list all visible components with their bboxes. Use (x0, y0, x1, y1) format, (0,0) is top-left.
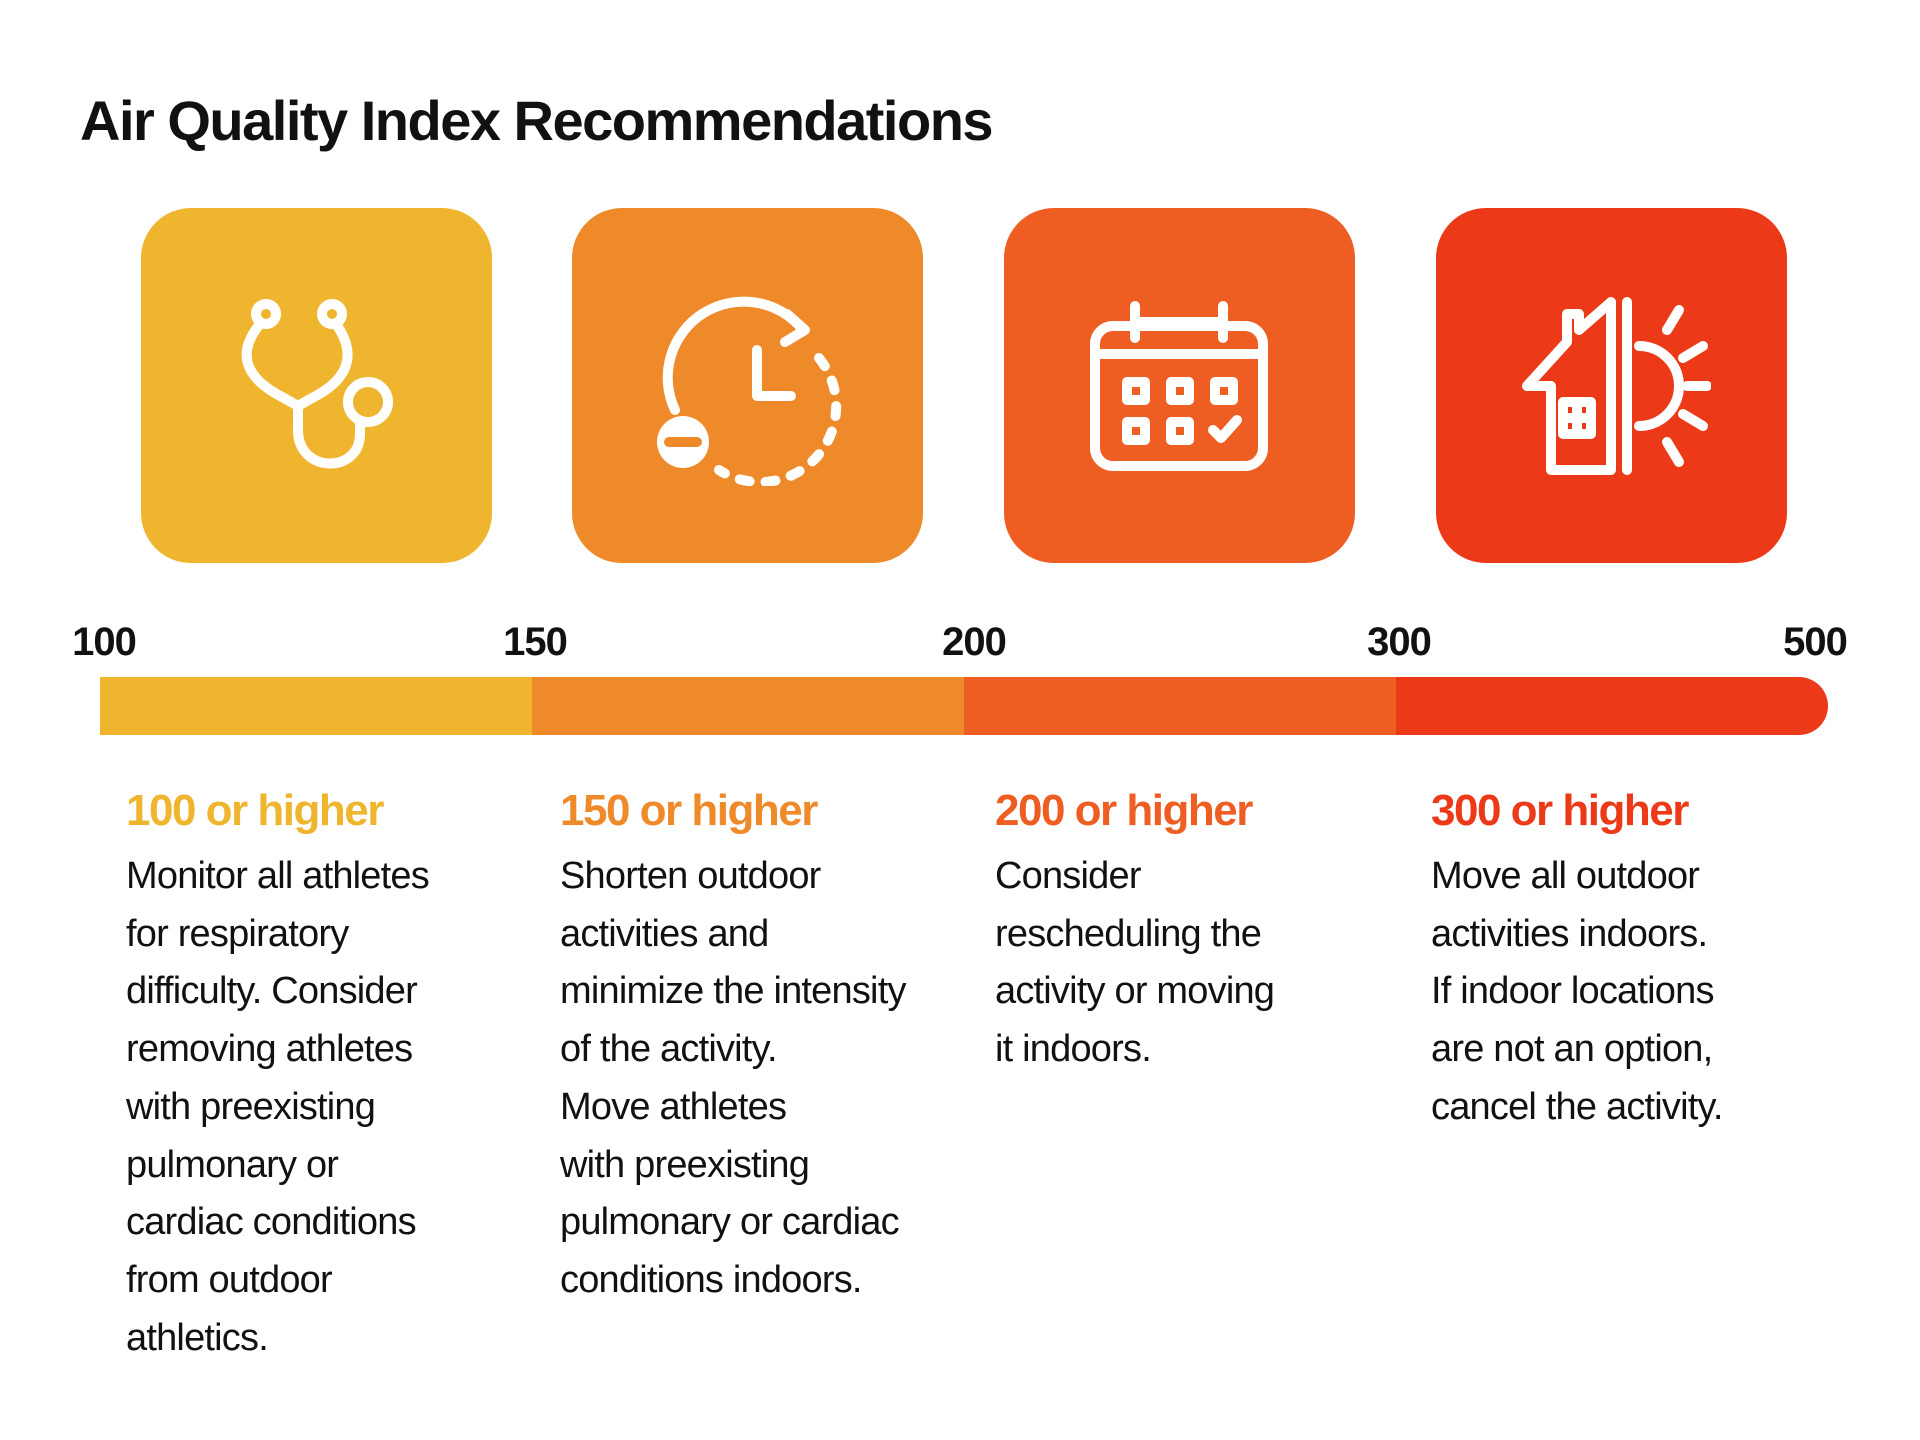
body-line: cardiac conditions (126, 1201, 417, 1244)
scale-label: 100 (72, 620, 137, 664)
scale-segment (1396, 677, 1828, 735)
body-line: it indoors. (995, 1028, 1152, 1071)
icon-card (1436, 208, 1787, 563)
scale-label: 500 (1783, 620, 1848, 664)
title: Air Quality Index Recommendations (80, 89, 994, 152)
body-line: for respiratory (126, 912, 349, 955)
body-line: conditions indoors. (560, 1258, 862, 1301)
body-line: with preexisting (560, 1143, 810, 1186)
body-line: Shorten outdoor (560, 855, 821, 897)
body-line: difficulty. Consider (126, 970, 418, 1013)
body-line: with preexisting (126, 1085, 376, 1128)
scale-label: 150 (503, 620, 568, 664)
level-body: Monitor all athletes for respiratory diffi… (126, 848, 430, 1367)
body-line: pulmonary or cardiac (560, 1201, 900, 1244)
icon-card (141, 208, 492, 563)
body-line: athletics. (126, 1316, 269, 1359)
body-line: from outdoor (126, 1258, 333, 1301)
body-line: activity or moving (995, 970, 1275, 1013)
body-line: Monitor all athletes (126, 855, 430, 897)
calendar-icon (1090, 301, 1268, 471)
level-heading: 300 or higher (1431, 786, 1689, 835)
level-body: Shorten outdoor activities and minimize th… (560, 848, 906, 1310)
body-line: If indoor locations (1431, 970, 1714, 1013)
icon-card (1004, 208, 1355, 563)
house-sun-icon (1522, 297, 1711, 475)
body-line: cancel the activity. (1431, 1085, 1723, 1128)
scale-segment (964, 677, 1396, 735)
level-heading: 100 or higher (126, 786, 384, 835)
stethoscope-icon (241, 299, 393, 469)
body-line: pulmonary or (126, 1143, 339, 1186)
level-heading: 150 or higher (560, 786, 818, 835)
body-line: Consider (995, 855, 1141, 897)
scale-label: 200 (942, 620, 1007, 664)
body-line: Move athletes (560, 1085, 787, 1128)
body-line: removing athletes (126, 1028, 413, 1071)
body-line: Move all outdoor (1431, 855, 1700, 897)
icon-card (572, 208, 923, 563)
level-body: Move all outdoor activities indoors. If in… (1431, 848, 1723, 1137)
body-line: rescheduling the (995, 912, 1262, 955)
clock-icon (657, 296, 842, 486)
body-line: activities indoors. (1431, 912, 1708, 955)
body-line: are not an option, (1431, 1028, 1713, 1071)
scale-segment (100, 677, 532, 735)
body-line: of the activity. (560, 1028, 778, 1071)
level-heading: 200 or higher (995, 786, 1253, 835)
scale-segment (532, 677, 964, 735)
scale-label: 300 (1367, 620, 1432, 664)
body-line: activities and (560, 912, 769, 955)
body-line: minimize the intensity (560, 970, 906, 1013)
level-body: Consider rescheduling the activity or movi… (995, 848, 1275, 1079)
